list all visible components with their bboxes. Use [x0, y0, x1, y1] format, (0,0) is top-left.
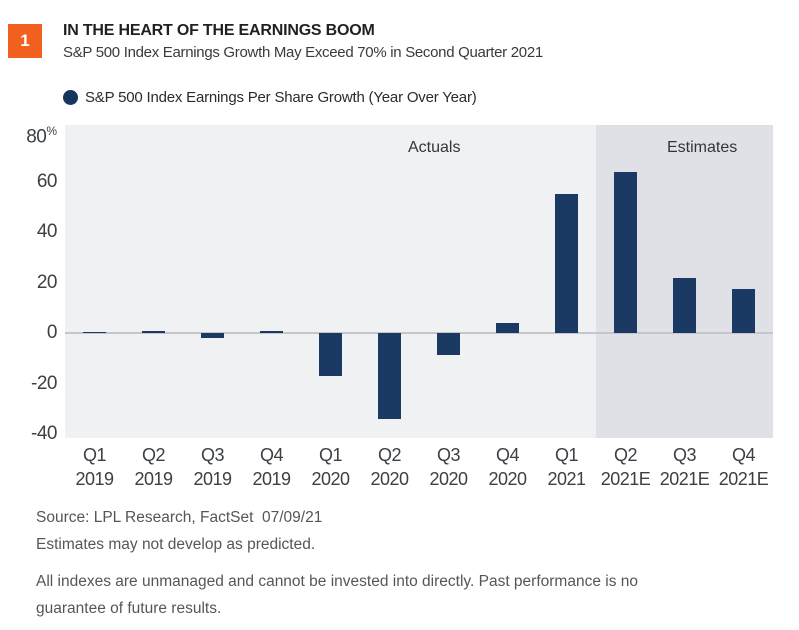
bar-q1-2021: [555, 194, 578, 334]
y-axis-label: 40: [36, 221, 58, 243]
source-line: Source: LPL Research, FactSet 07/09/21: [36, 509, 323, 526]
bar-q4-2020: [496, 323, 519, 334]
actuals-region-label: Actuals: [408, 139, 461, 156]
bar-q2-2021e: [614, 171, 637, 334]
x-axis-label: Q3 2019: [193, 445, 232, 489]
figure-number-badge: 1: [8, 24, 42, 58]
x-axis-label: Q4 2021E: [718, 445, 769, 489]
bar-q1-2019: [83, 331, 106, 334]
plot-area: Actuals Estimates: [65, 125, 773, 438]
legend-marker-icon: [63, 90, 78, 105]
estimates-note: Estimates may not develop as predicted.: [36, 536, 316, 553]
bar-q3-2020: [437, 333, 460, 355]
legend-label: S&P 500 Index Earnings Per Share Growth …: [85, 89, 477, 106]
page-subtitle: S&P 500 Index Earnings Growth May Exceed…: [63, 44, 543, 61]
bar-q2-2019: [142, 330, 165, 334]
x-axis: Q1 2019 Q2 2019 Q3 2019 Q4 2019 Q1 2020 Q2 2020 Q3 20…: [65, 443, 773, 495]
x-axis-label: Q2 2019: [134, 445, 173, 489]
bar-q3-2019: [201, 333, 224, 339]
x-axis-label: Q1 2020: [311, 445, 350, 489]
estimates-region-label: Estimates: [667, 139, 738, 156]
bar-q3-2021e: [673, 277, 696, 334]
x-axis-label: Q3 2021E: [659, 445, 710, 489]
legend: S&P 500 Index Earnings Per Share Growth …: [63, 89, 477, 106]
bar-q4-2021e: [732, 289, 755, 334]
footer: Source: LPL Research, FactSet 07/09/21 E…: [36, 504, 691, 622]
x-axis-label: Q4 2019: [252, 445, 291, 489]
x-axis-label: Q2 2021E: [600, 445, 651, 489]
x-axis-label: Q3 2020: [429, 445, 468, 489]
zero-gridline: [65, 332, 773, 335]
disclaimer: All indexes are unmanaged and cannot be …: [36, 573, 638, 617]
y-axis-label: -20: [31, 372, 57, 394]
y-axis-label: 0: [46, 322, 58, 344]
y-axis-label: 80%: [26, 124, 57, 148]
x-axis-label: Q2 2020: [370, 445, 409, 489]
x-axis-label: Q1 2021: [547, 445, 586, 489]
page-title: IN THE HEART OF THE EARNINGS BOOM: [63, 22, 375, 39]
x-axis-label: Q4 2020: [488, 445, 527, 489]
y-axis-label: -40: [31, 423, 57, 445]
bar-q4-2019: [260, 330, 283, 334]
y-axis: 80% 60 40 20 0 -20 -40: [0, 124, 58, 444]
y-axis-label: 60: [36, 170, 58, 192]
x-axis-label: Q1 2019: [75, 445, 114, 489]
y-axis-label: 20: [36, 271, 58, 293]
bar-q2-2020: [378, 333, 401, 420]
bar-q1-2020: [319, 333, 342, 377]
